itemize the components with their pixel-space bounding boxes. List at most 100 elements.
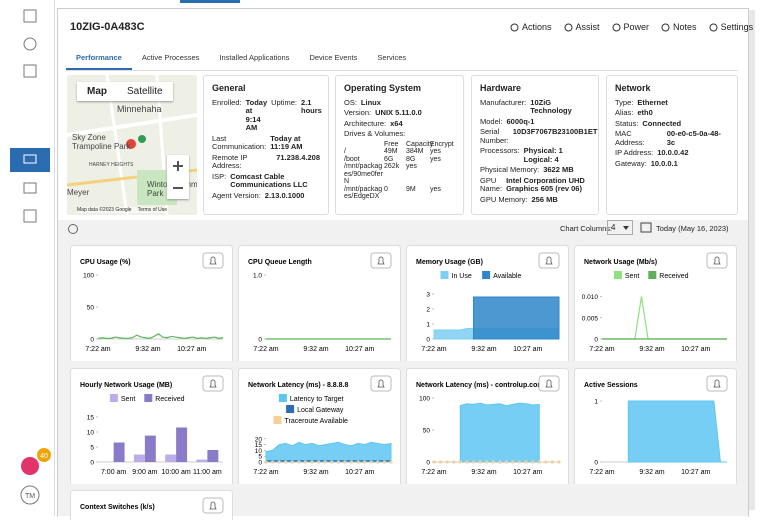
dot [491,460,495,464]
zoom-in[interactable] [173,161,183,189]
action-button[interactable]: Settings [709,22,753,32]
icon-shape [709,23,718,31]
tab[interactable]: Installed Applications [219,53,290,62]
alert-button[interactable] [202,252,224,269]
action-button[interactable]: Power [612,22,649,32]
y-tick-label: 0.010 [582,294,599,301]
map-footer-text: Map data ©2023 Google [77,207,132,213]
drives-cell: 384M [406,148,424,155]
alert-button[interactable] [538,252,560,269]
info-label: Architecture: [344,118,387,128]
dot [290,460,294,464]
info-row: ISP: Comcast Cable Communications LLC [212,171,320,190]
action-button[interactable]: Assist [564,22,600,32]
icon-shape [612,23,621,31]
scrollbar [749,10,755,510]
card-bg [238,245,401,361]
y-tick-label: 0 [426,460,430,467]
alert-button[interactable] [370,252,392,269]
y-tick-label: 100 [419,396,430,403]
x-tick-label: 10:27 am [513,469,542,476]
drives-cell: 6G [384,155,394,163]
tab[interactable]: Active Processes [141,53,200,62]
info-label: Serial Number: [480,127,509,145]
info-row: MAC Address: 00-e0-c5-0a-48-3c [615,129,729,147]
x-tick-label: 10:27 am [513,346,542,353]
info-label: Enrolled: [212,97,242,107]
dot [465,460,469,464]
alert-button[interactable] [706,375,728,392]
bell-icon [713,256,721,265]
y-tick-label: 2 [426,307,430,314]
dot [544,460,548,464]
device-title: 10ZIG-0A483C [70,21,145,33]
chart-columns-label: Chart Columns: [560,224,613,233]
calendar-icon[interactable] [640,221,652,233]
bell-icon [545,379,553,388]
alert-button[interactable] [538,375,560,392]
action-label: Assist [575,22,600,32]
active-nav[interactable] [10,148,50,172]
bar [113,442,125,462]
chart-title: CPU Usage (%) [80,259,131,266]
icon[interactable] [23,64,37,78]
icon[interactable] [23,209,37,223]
alert-button[interactable] [706,252,728,269]
drives-cell: 9M [406,185,416,193]
y-tick-label: 0 [90,460,94,467]
card-title: Hardware [480,83,522,93]
legend-label: Traceroute Available [285,418,349,425]
dot [432,460,436,464]
info-label: Agent Version: [212,190,261,200]
alerts[interactable] [21,457,39,475]
icon[interactable] [23,182,37,194]
icon[interactable] [23,37,37,51]
tab[interactable]: Device Events [309,53,358,62]
x-tick-label: 9:32 am [471,469,496,476]
info-value: 2.1 hours [300,97,322,115]
legend-label: In Use [452,273,472,280]
drives-cell: yes [406,163,417,170]
dot [478,460,482,464]
legend-swatch [482,271,491,279]
alert-button[interactable] [202,497,224,514]
dot [270,460,275,464]
info-value: Comcast Cable Communications LLC [230,171,308,189]
tab[interactable]: Performance [66,53,132,70]
y-tick-label: 1.0 [253,273,262,280]
tab[interactable]: Services [377,53,407,62]
dot [356,460,360,464]
info-row: Processors: Physical: 1 Logical: 4 [480,146,590,164]
info-value: 2.13.0.1000 [264,190,305,200]
info-label: Remote IP Address: [212,152,248,170]
map-label: Minnehaha [117,104,162,114]
legend-swatch [648,271,657,279]
map-footer: Map data ©2023 Google Terms of Use [77,207,168,213]
map: Map Satellite Minnehaha Sky Zone Trampoline… [67,75,197,215]
map-label: Meyer [67,188,90,197]
y-tick-label: 1 [594,399,598,406]
alert-button[interactable] [202,375,224,392]
info-card: Hardware Manufacturer: 10ZiG Technology Mod… [471,75,599,215]
alert-button[interactable] [370,375,392,392]
chart-title: CPU Queue Length [248,259,312,266]
info-icon[interactable] [66,222,80,236]
action-button[interactable]: Notes [661,22,697,32]
avatar-bg[interactable] [20,485,40,505]
action-button[interactable]: Actions [510,22,552,32]
x-tick-label: 10:27 am [177,346,206,353]
x-tick-label: 10:00 am [162,469,191,476]
dot [264,460,268,464]
dot [317,460,321,464]
legend-swatch [273,416,282,424]
y-tick-label: 3 [426,292,430,299]
x-tick-label: 10:27 am [681,469,710,476]
map-type-button[interactable]: Map [87,86,107,97]
map-type-button[interactable]: Satellite [127,86,163,97]
chart-columns-select[interactable]: 4 [607,220,633,235]
line [97,333,224,339]
icon[interactable] [23,9,37,23]
info-row: Manufacturer: 10ZiG Technology [480,98,590,116]
info-label: Physical Memory: [480,165,540,174]
